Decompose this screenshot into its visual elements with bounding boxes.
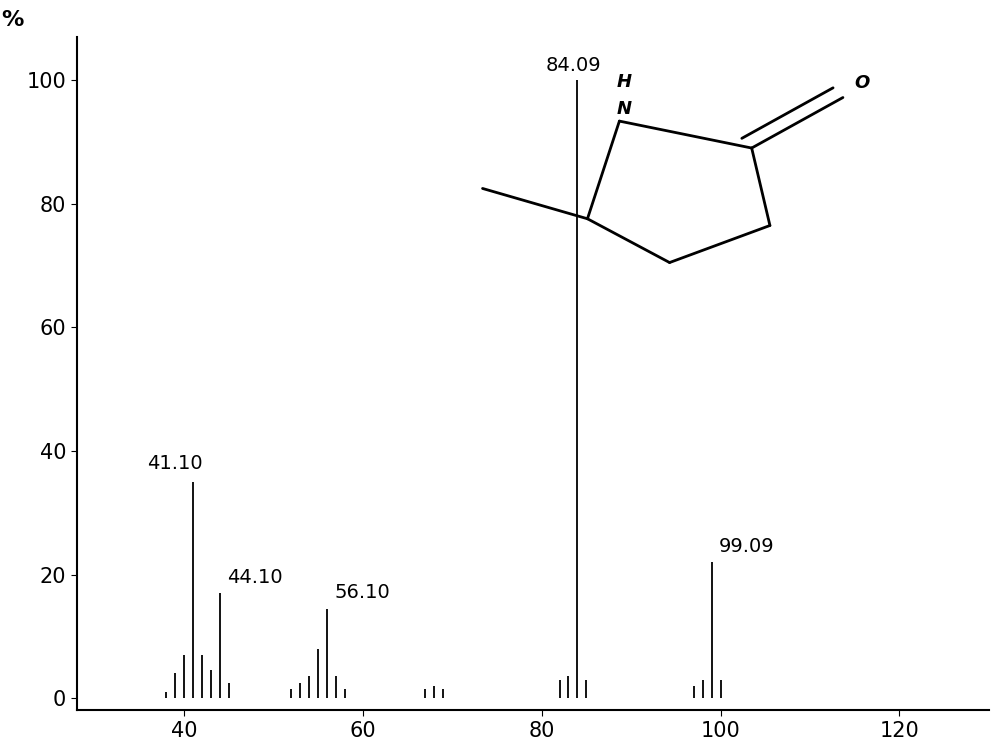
Text: 41.10: 41.10 xyxy=(147,453,203,472)
Text: N: N xyxy=(616,100,632,118)
Text: O: O xyxy=(854,74,869,92)
Text: H: H xyxy=(616,73,632,91)
Text: 99.09: 99.09 xyxy=(719,537,774,556)
Text: 56.10: 56.10 xyxy=(334,584,390,602)
Text: %: % xyxy=(1,11,24,30)
Text: 84.09: 84.09 xyxy=(545,56,601,75)
Text: 44.10: 44.10 xyxy=(227,568,282,587)
